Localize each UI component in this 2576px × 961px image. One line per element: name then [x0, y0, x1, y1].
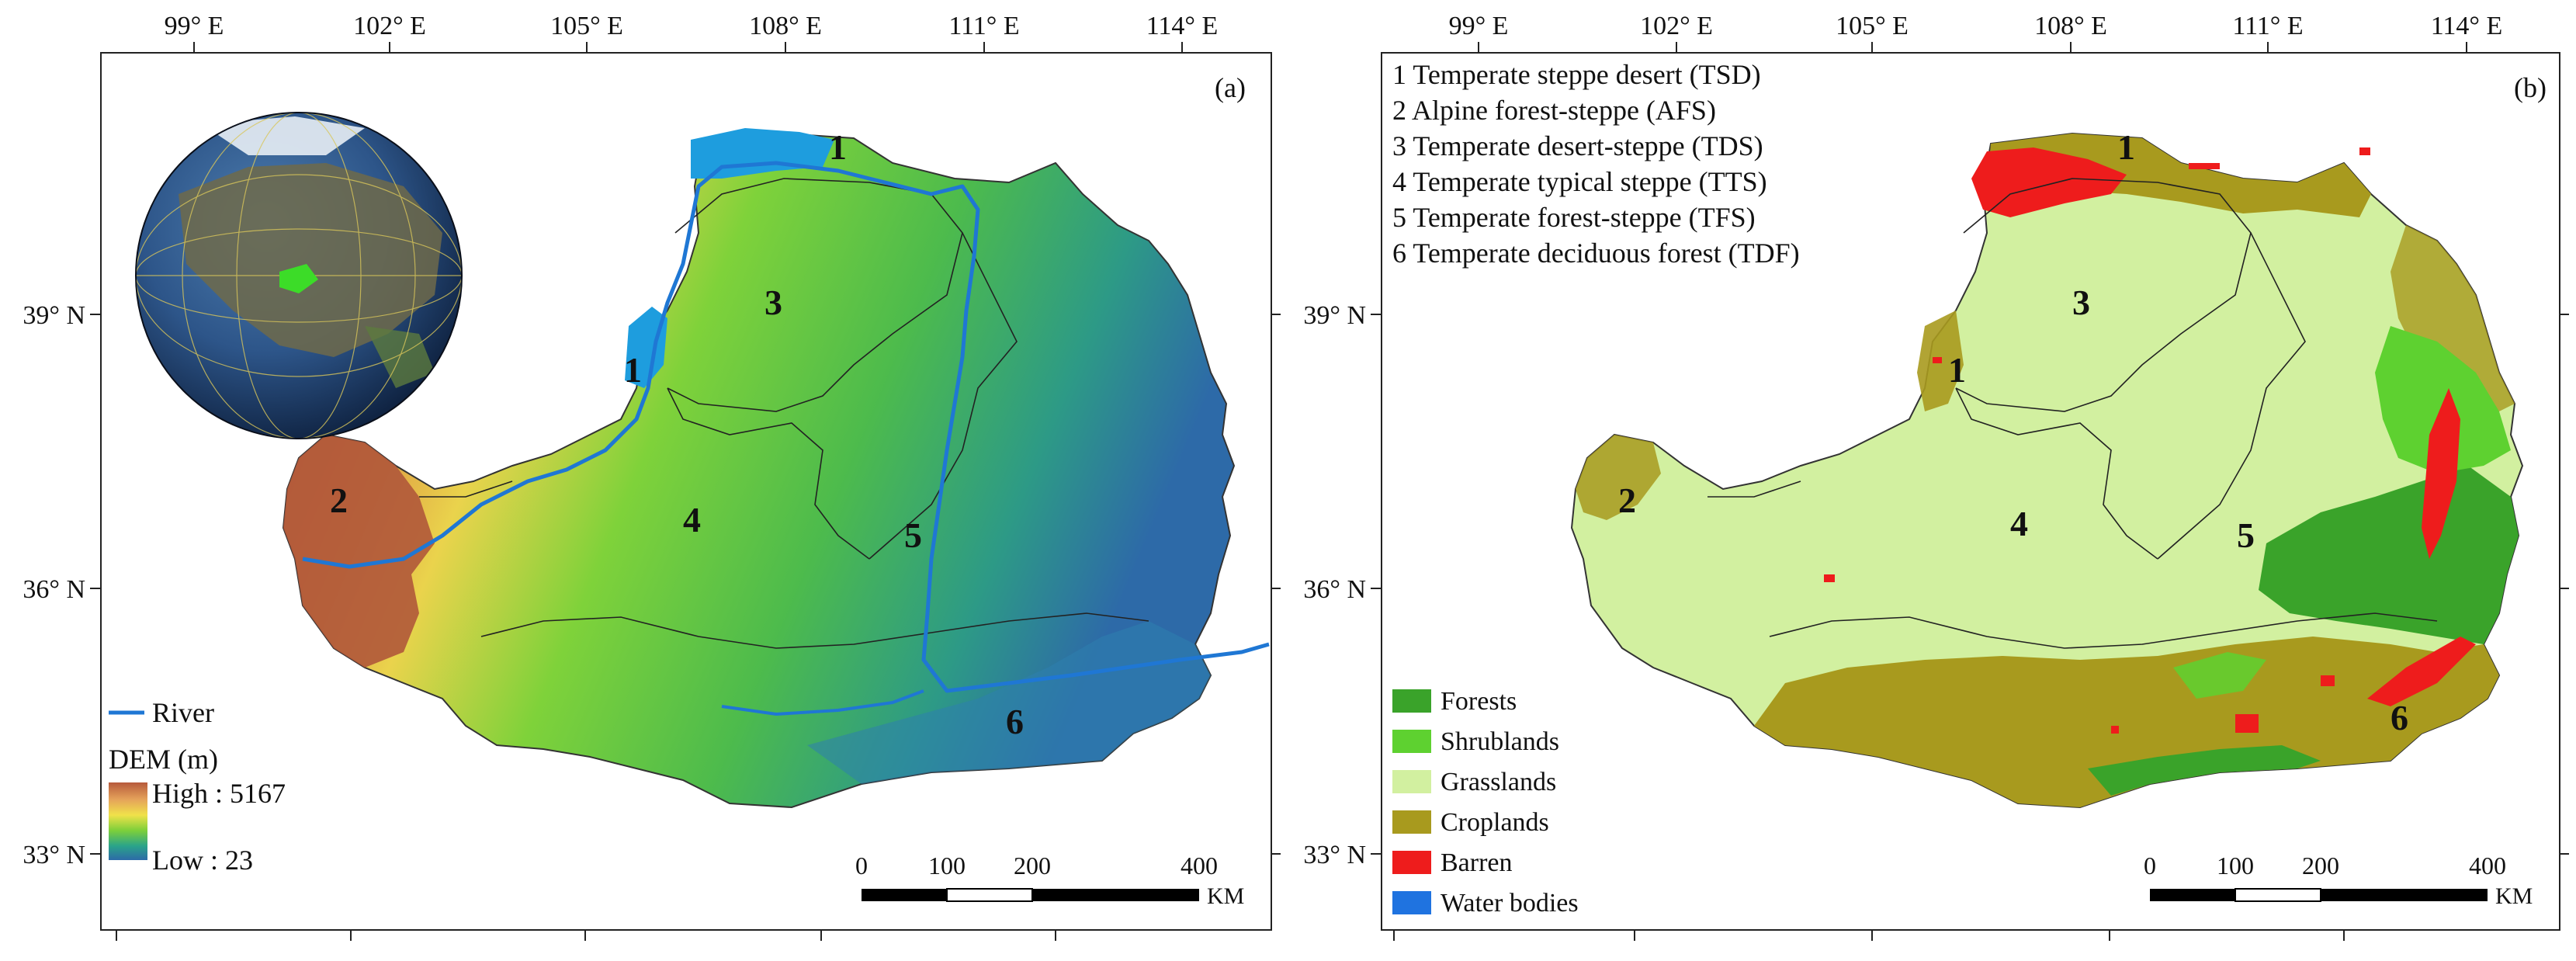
left-tick-label: 39° N: [1303, 301, 1366, 330]
region-number: 5: [2237, 515, 2255, 555]
region-number: 3: [764, 283, 782, 322]
region-number: 1: [624, 350, 642, 390]
zone-list-item: 6 Temperate deciduous forest (TDF): [1392, 238, 1800, 269]
panel-b-landcover-map: 99° E 102° E 105° E 108° E 111° E 114° E…: [1288, 0, 2571, 957]
legend-swatch-shrublands: [1392, 730, 1431, 753]
barren-east-strip: [2422, 388, 2460, 559]
legend-swatch-croplands: [1392, 810, 1431, 834]
scale-label: 100: [928, 852, 966, 879]
legend-label: Shrublands: [1441, 727, 1559, 756]
forests-southeast: [2259, 466, 2519, 644]
yellow-river: [302, 161, 1270, 693]
scale-label: 100: [2217, 852, 2254, 879]
legend-swatch-water-bodies: [1392, 891, 1431, 914]
top-tick-label: 111° E: [2232, 12, 2303, 40]
left-tick-label: 33° N: [1303, 841, 1366, 869]
shrublands-central: [2173, 652, 2266, 699]
region-number: 1: [829, 127, 847, 167]
croplands-southwest: [1576, 435, 1661, 520]
left-tick-label: 36° N: [1303, 575, 1366, 604]
top-tick-label: 99° E: [165, 12, 224, 40]
zone-list-item: 5 Temperate forest-steppe (TFS): [1392, 202, 1756, 233]
region-number: 1: [1948, 350, 1966, 390]
region-number: 2: [1618, 480, 1636, 520]
scale-label: 0: [855, 852, 868, 879]
barren-north: [1971, 147, 2127, 217]
scale-label: 400: [1181, 852, 1218, 879]
zone-list: 1 Temperate steppe desert (TSD) 2 Alpine…: [1392, 59, 1800, 269]
zone-boundaries-a: [419, 178, 1149, 649]
zone-list-item: 1 Temperate steppe desert (TSD): [1392, 59, 1761, 90]
zone-list-item: 4 Temperate typical steppe (TTS): [1392, 166, 1767, 197]
legend-label: Grasslands: [1441, 768, 1556, 796]
region-number: 3: [2072, 283, 2090, 322]
scale-label: 200: [1014, 852, 1051, 879]
zone-list-item: 3 Temperate desert-steppe (TDS): [1392, 130, 1763, 161]
scale-label: 0: [2144, 852, 2156, 879]
shrublands-east: [2375, 326, 2511, 474]
landcover-legend: Forests Shrublands Grasslands Croplands …: [1392, 687, 1579, 918]
wei-river: [721, 689, 924, 716]
dem-low-label: Low : 23: [152, 845, 253, 876]
region-number: 4: [2010, 504, 2028, 543]
panel-label-a: (a): [1215, 72, 1246, 103]
region-number: 5: [904, 515, 922, 555]
region-number: 6: [1006, 702, 1024, 741]
lowland-basin: [807, 621, 1211, 784]
alpine-highland-zone: [283, 435, 435, 668]
study-area-marker: [279, 264, 318, 293]
scale-unit: KM: [1207, 883, 1244, 909]
scale-bar-a: 0 100 200 400 KM: [855, 852, 1244, 909]
left-tick-label: 39° N: [23, 301, 85, 330]
western-lake: [625, 307, 667, 388]
croplands-north: [1987, 134, 2371, 217]
region-number: 6: [2391, 698, 2408, 737]
dem-legend: River DEM (m) High : 5167 Low : 23: [109, 697, 286, 876]
forests-south: [2088, 745, 2321, 796]
legend-swatch-barren: [1392, 851, 1431, 874]
legend-label: Water bodies: [1441, 889, 1579, 918]
panel-label-b: (b): [2514, 72, 2547, 103]
scale-label: 400: [2469, 852, 2506, 879]
region-number: 2: [330, 480, 348, 520]
barren-southeast-strip: [2367, 637, 2476, 706]
river-legend-label: River: [152, 697, 214, 728]
top-tick-label: 111° E: [948, 12, 1019, 40]
left-tick-label: 33° N: [23, 841, 85, 869]
zone-boundaries-b: [1708, 178, 2438, 649]
zone-list-item: 2 Alpine forest-steppe (AFS): [1392, 95, 1716, 126]
top-axis-ticks-b: [1371, 42, 2571, 941]
panel-a-dem-map: 99° E 102° E 105° E 108° E 111° E 114° E…: [0, 0, 1282, 957]
legend-swatch-grasslands: [1392, 770, 1431, 793]
legend-swatch-forests: [1392, 689, 1431, 713]
landcover-map-svg: 99° E 102° E 105° E 108° E 111° E 114° E…: [1303, 12, 2571, 941]
top-tick-label: 105° E: [1836, 12, 1909, 40]
top-tick-label: 114° E: [2431, 12, 2503, 40]
top-tick-label: 99° E: [1449, 12, 1509, 40]
region-number: 1: [2117, 127, 2135, 167]
dem-color-ramp: [109, 782, 147, 860]
dem-map-svg: 99° E 102° E 105° E 108° E 111° E 114° E…: [23, 12, 1282, 941]
globe-inset: [135, 112, 463, 439]
scale-unit: KM: [2495, 883, 2533, 909]
region-number: 4: [683, 500, 701, 539]
barren-patches: [1824, 147, 2370, 734]
top-tick-label: 108° E: [2034, 12, 2107, 40]
top-axis-ticks-a: [90, 42, 1282, 941]
dem-high-label: High : 5167: [152, 778, 286, 809]
legend-label: Croplands: [1441, 808, 1549, 837]
croplands-east: [2391, 225, 2515, 419]
scale-label: 200: [2302, 852, 2339, 879]
legend-label: Forests: [1441, 687, 1517, 716]
dem-legend-title: DEM (m): [109, 744, 218, 775]
top-tick-label: 102° E: [353, 12, 426, 40]
legend-label: Barren: [1441, 848, 1513, 877]
top-tick-label: 105° E: [550, 12, 623, 40]
croplands-south: [1754, 637, 2499, 807]
top-tick-label: 108° E: [749, 12, 822, 40]
top-tick-label: 102° E: [1640, 12, 1713, 40]
scale-bar-b: 0 100 200 400 KM: [2144, 852, 2533, 909]
top-tick-label: 114° E: [1146, 12, 1219, 40]
left-tick-label: 36° N: [23, 575, 85, 604]
